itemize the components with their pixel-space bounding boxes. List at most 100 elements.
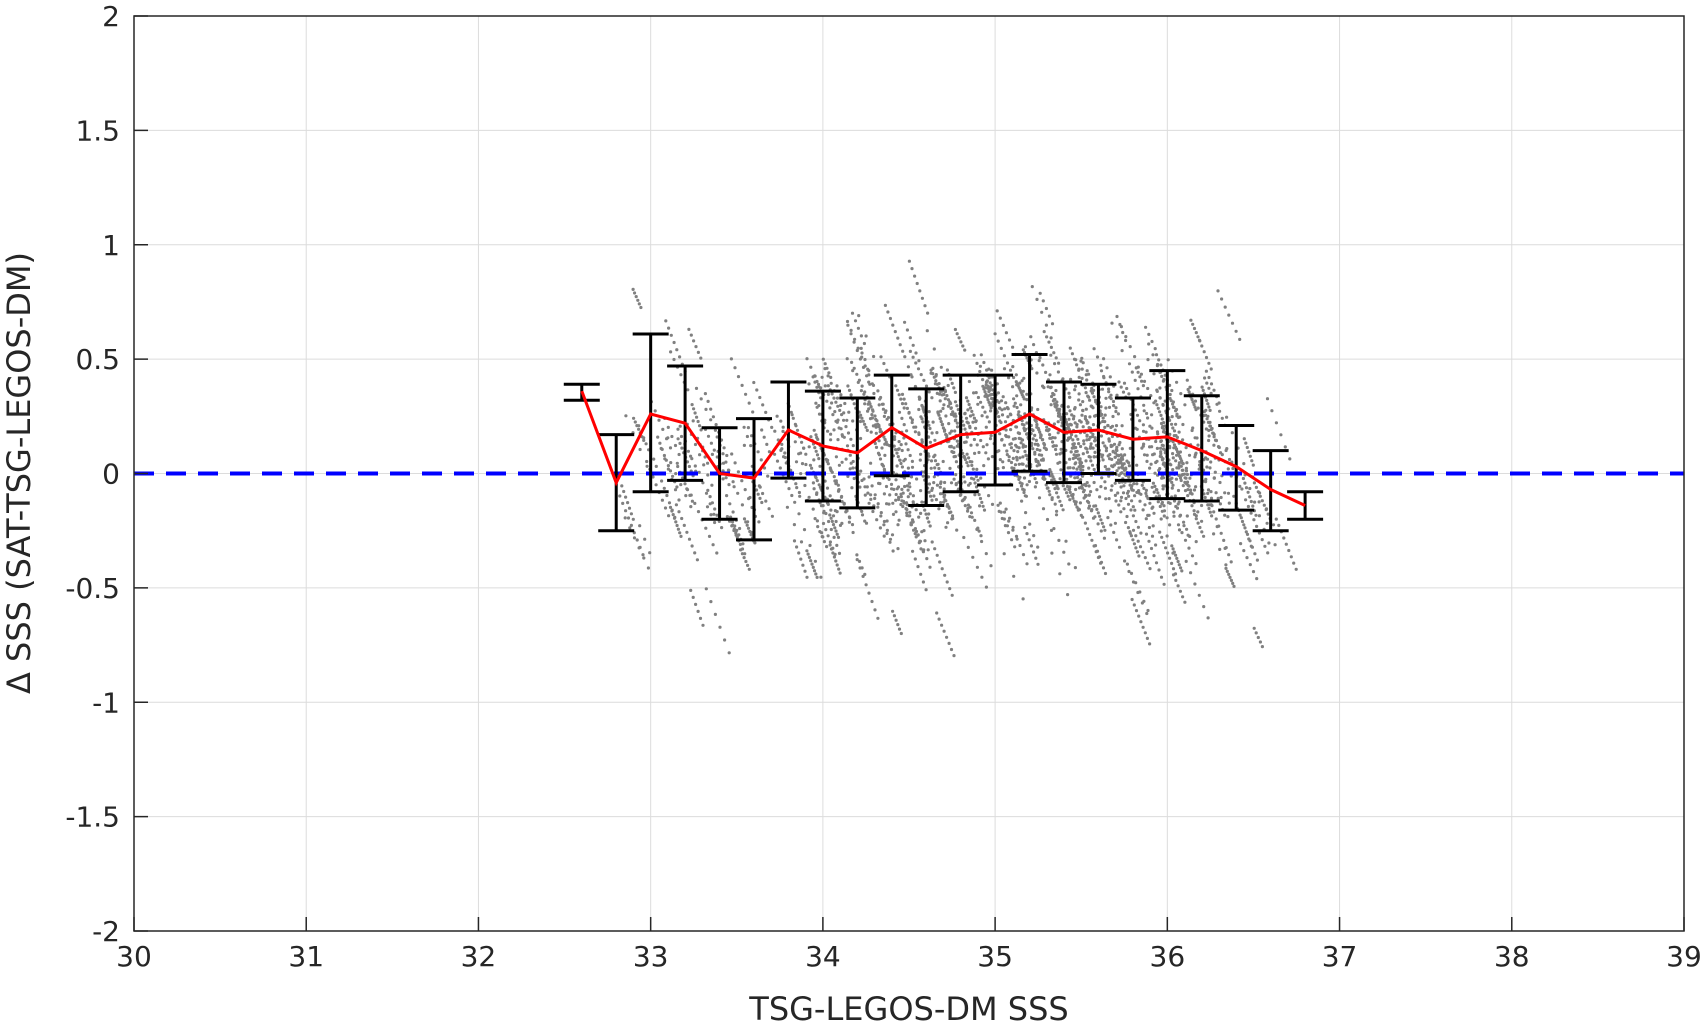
scatter-point-747 — [832, 475, 836, 479]
scatter-point-1243 — [1125, 514, 1129, 519]
scatter-point-1692 — [731, 480, 735, 484]
scatter-point-2391 — [882, 523, 886, 527]
scatter-point-1663 — [1186, 387, 1190, 392]
scatter-point-2568 — [735, 528, 739, 533]
scatter-point-2238 — [975, 443, 979, 447]
scatter-point-703 — [1192, 509, 1196, 513]
scatter-point-483 — [1114, 499, 1118, 503]
scatter-point-821 — [1001, 466, 1006, 470]
scatter-point-2871 — [839, 495, 844, 499]
scatter-point-2777 — [754, 488, 759, 492]
scatter-point-495 — [1078, 419, 1082, 423]
scatter-point-1633 — [839, 393, 843, 397]
scatter-point-500 — [840, 460, 844, 464]
scatter-point-419 — [1288, 457, 1292, 461]
scatter-point-1425 — [867, 591, 871, 595]
scatter-point-2224 — [1061, 484, 1065, 488]
scatter-point-63 — [1149, 394, 1153, 398]
scatter-point-605 — [1144, 488, 1148, 492]
scatter-point-95 — [1204, 369, 1208, 373]
scatter-point-2592 — [1088, 398, 1092, 402]
scatter-point-2418 — [1000, 437, 1004, 442]
scatter-point-2310 — [1021, 445, 1025, 449]
scatter-point-1557 — [851, 444, 855, 448]
scatter-point-2246 — [1099, 529, 1103, 533]
scatter-point-2105 — [1162, 377, 1166, 382]
scatter-point-2150 — [901, 349, 905, 353]
scatter-point-196 — [1284, 542, 1288, 546]
scatter-point-1283 — [1136, 387, 1140, 391]
scatter-point-1326 — [1015, 488, 1020, 492]
scatter-point-1382 — [673, 515, 677, 520]
scatter-point-2302 — [868, 417, 873, 421]
scatter-point-720 — [900, 465, 905, 469]
scatter-point-1625 — [982, 464, 986, 468]
scatter-point-3103 — [815, 405, 819, 409]
scatter-point-1473 — [852, 366, 856, 370]
scatter-point-3122 — [1042, 330, 1046, 334]
scatter-point-2603 — [895, 487, 899, 491]
scatter-point-2225 — [1063, 487, 1067, 491]
scatter-point-858 — [1021, 553, 1026, 557]
scatter-point-2773 — [834, 519, 838, 524]
scatter-point-1328 — [1024, 510, 1028, 515]
scatter-point-3045 — [666, 464, 671, 468]
scatter-point-2708 — [1095, 507, 1099, 511]
scatter-point-1317 — [1130, 597, 1134, 602]
scatter-point-2877 — [917, 397, 922, 401]
scatter-point-785 — [1000, 516, 1004, 521]
scatter-point-336 — [948, 466, 952, 470]
scatter-point-520 — [1117, 380, 1121, 384]
scatter-point-2221 — [851, 530, 855, 535]
scatter-point-1766 — [1127, 461, 1131, 465]
scatter-point-2018 — [876, 389, 880, 393]
scatter-point-1607 — [692, 339, 696, 343]
scatter-point-1307 — [1040, 310, 1044, 314]
scatter-point-710 — [1081, 361, 1085, 365]
scatter-point-296 — [1007, 519, 1011, 523]
scatter-point-2442 — [990, 455, 995, 459]
scatter-point-219 — [642, 438, 646, 442]
scatter-point-316 — [1155, 403, 1159, 407]
scatter-point-2307 — [883, 453, 887, 457]
scatter-point-2882 — [721, 461, 726, 465]
scatter-point-1110 — [1052, 393, 1056, 397]
scatter-point-117 — [706, 488, 710, 492]
scatter-point-1085 — [1022, 490, 1026, 495]
scatter-point-350 — [1099, 405, 1103, 409]
scatter-point-950 — [832, 555, 837, 559]
y-tick-label-5: 0.5 — [75, 343, 120, 376]
scatter-point-2932 — [778, 466, 782, 470]
scatter-point-1374 — [652, 457, 656, 461]
scatter-point-1768 — [1135, 482, 1139, 486]
scatter-point-1608 — [694, 345, 698, 349]
scatter-point-2419 — [1002, 443, 1007, 447]
scatter-point-3021 — [1129, 534, 1133, 538]
scatter-point-226 — [1015, 458, 1019, 462]
scatter-point-786 — [1003, 524, 1008, 528]
scatter-point-129 — [821, 357, 825, 361]
scatter-point-2821 — [979, 438, 983, 443]
scatter-point-3074 — [1169, 463, 1173, 467]
scatter-point-2636 — [957, 336, 961, 340]
scatter-point-2597 — [1191, 426, 1195, 430]
scatter-point-1638 — [859, 436, 863, 441]
scatter-point-1772 — [1151, 524, 1155, 528]
scatter-point-2303 — [871, 424, 876, 428]
scatter-point-488 — [691, 595, 695, 600]
scatter-point-1674 — [1006, 407, 1010, 411]
scatter-point-1436 — [998, 406, 1002, 410]
scatter-point-897 — [1106, 454, 1110, 458]
scatter-point-1579 — [682, 523, 686, 528]
scatter-point-477 — [892, 614, 897, 618]
scatter-point-1506 — [1092, 395, 1096, 399]
scatter-point-926 — [915, 477, 919, 481]
scatter-point-1573 — [862, 477, 866, 481]
scatter-point-815 — [1127, 494, 1131, 498]
scatter-point-1404 — [929, 466, 933, 470]
scatter-point-2814 — [706, 473, 710, 477]
scatter-point-1099 — [1184, 559, 1188, 564]
scatter-point-3087 — [1074, 487, 1078, 492]
scatter-point-1709 — [1240, 519, 1245, 524]
scatter-point-2276 — [1033, 433, 1037, 437]
